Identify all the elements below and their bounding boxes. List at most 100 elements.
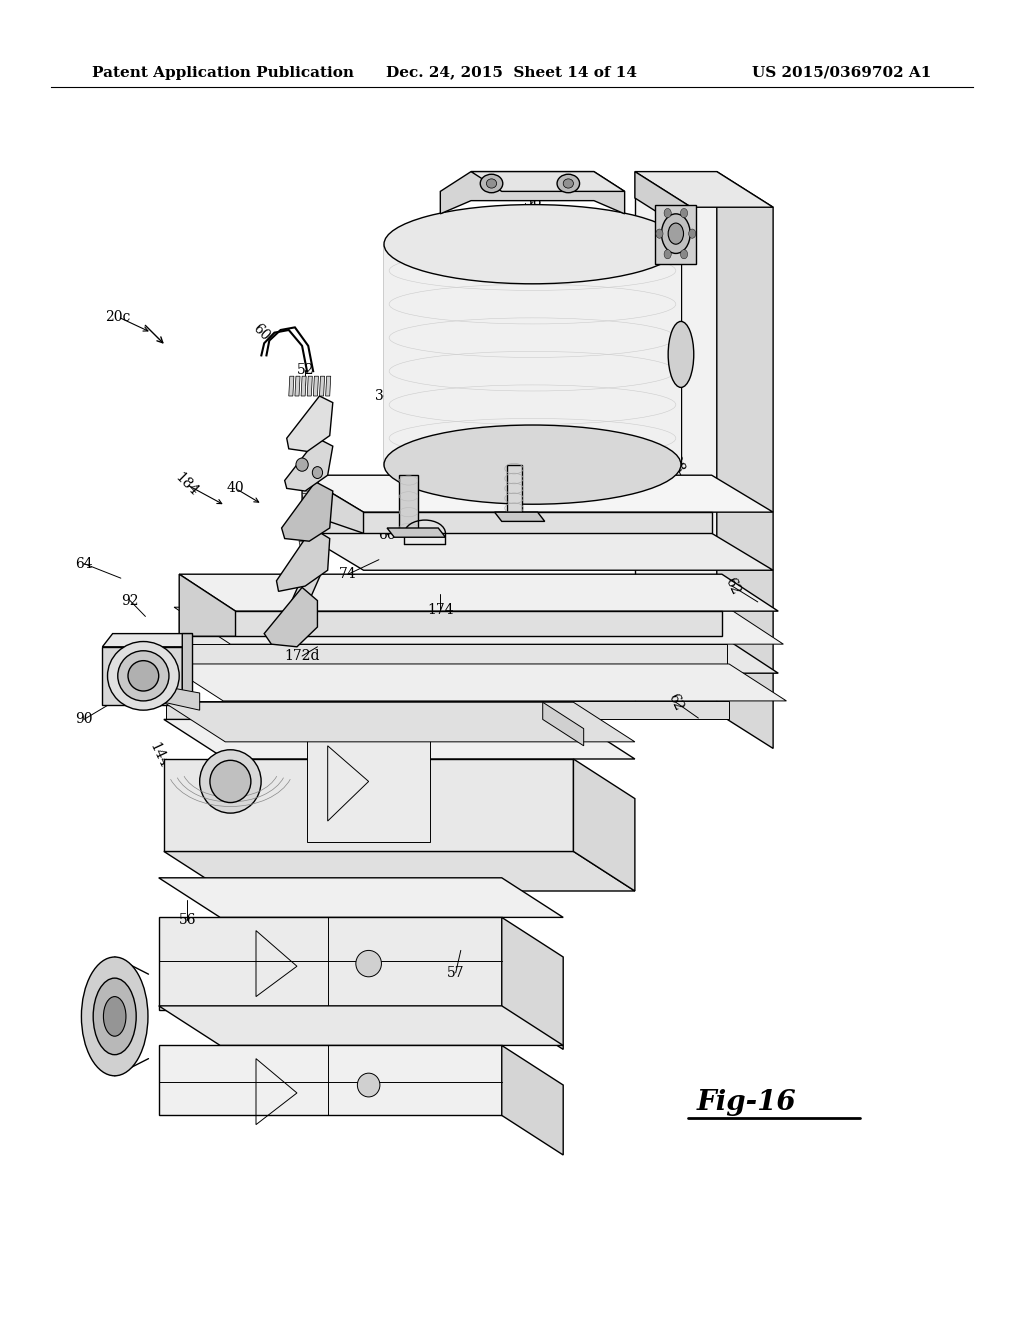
Polygon shape (179, 611, 722, 636)
Ellipse shape (210, 760, 251, 803)
Polygon shape (295, 376, 300, 396)
Polygon shape (302, 494, 319, 507)
Polygon shape (303, 478, 321, 491)
Ellipse shape (356, 950, 381, 977)
Polygon shape (302, 533, 773, 570)
Polygon shape (179, 574, 236, 636)
Text: Fig-16: Fig-16 (696, 1089, 796, 1115)
Polygon shape (164, 686, 200, 710)
Polygon shape (387, 528, 445, 537)
Polygon shape (264, 587, 317, 647)
Polygon shape (495, 512, 545, 521)
Ellipse shape (82, 957, 148, 1076)
Text: 90: 90 (75, 713, 93, 726)
Polygon shape (159, 878, 563, 917)
Polygon shape (384, 244, 681, 465)
Text: 172d: 172d (285, 649, 319, 663)
Text: 56: 56 (178, 913, 197, 927)
Polygon shape (307, 376, 312, 396)
Polygon shape (289, 376, 294, 396)
Polygon shape (507, 465, 522, 512)
Text: 146: 146 (177, 764, 202, 793)
Polygon shape (164, 719, 635, 759)
Polygon shape (302, 475, 364, 533)
Text: 184: 184 (172, 470, 201, 499)
Polygon shape (305, 446, 323, 459)
Polygon shape (502, 917, 563, 1049)
Polygon shape (174, 644, 727, 667)
Text: Patent Application Publication: Patent Application Publication (92, 66, 354, 79)
Ellipse shape (486, 180, 497, 187)
Polygon shape (502, 1045, 563, 1155)
Polygon shape (164, 759, 573, 851)
Text: 74: 74 (339, 568, 357, 581)
Polygon shape (543, 702, 584, 746)
Text: 62: 62 (666, 692, 686, 713)
Ellipse shape (93, 978, 136, 1055)
Polygon shape (166, 701, 729, 719)
Text: 146: 146 (538, 762, 562, 791)
Text: 20c: 20c (105, 310, 130, 323)
Polygon shape (159, 1045, 502, 1115)
Text: 174: 174 (427, 603, 454, 616)
Ellipse shape (689, 230, 696, 238)
Polygon shape (319, 376, 325, 396)
Polygon shape (159, 1006, 563, 1045)
Polygon shape (287, 396, 333, 451)
Ellipse shape (656, 230, 664, 238)
Text: 60: 60 (250, 322, 272, 343)
Text: US 2015/0369702 A1: US 2015/0369702 A1 (753, 66, 932, 79)
Polygon shape (179, 574, 778, 611)
Ellipse shape (665, 249, 672, 259)
Polygon shape (655, 205, 696, 264)
Ellipse shape (669, 223, 684, 244)
Polygon shape (164, 702, 635, 742)
Text: 52: 52 (296, 363, 314, 376)
Polygon shape (301, 510, 318, 523)
Polygon shape (299, 541, 316, 554)
Polygon shape (302, 475, 773, 512)
Polygon shape (102, 634, 193, 647)
Polygon shape (179, 636, 778, 673)
Polygon shape (635, 172, 773, 207)
Ellipse shape (563, 180, 573, 187)
Text: 92: 92 (121, 594, 139, 607)
Text: 62: 62 (722, 576, 742, 597)
Polygon shape (717, 172, 773, 748)
Polygon shape (174, 607, 783, 644)
Ellipse shape (118, 651, 169, 701)
Polygon shape (182, 634, 193, 705)
Polygon shape (635, 172, 691, 234)
Polygon shape (304, 462, 322, 475)
Text: 140: 140 (210, 799, 237, 812)
Polygon shape (301, 376, 306, 396)
Text: 64: 64 (75, 557, 93, 570)
Ellipse shape (669, 321, 694, 388)
Ellipse shape (681, 249, 688, 259)
Text: 36: 36 (523, 195, 542, 209)
Polygon shape (166, 664, 786, 701)
Ellipse shape (665, 209, 672, 218)
Text: 142: 142 (333, 812, 359, 825)
Ellipse shape (312, 466, 323, 479)
Ellipse shape (681, 209, 688, 218)
Polygon shape (102, 647, 182, 705)
Ellipse shape (200, 750, 261, 813)
Polygon shape (274, 570, 323, 640)
Text: 38: 38 (666, 454, 686, 475)
Polygon shape (300, 525, 317, 539)
Ellipse shape (357, 1073, 380, 1097)
Polygon shape (285, 438, 333, 491)
Polygon shape (164, 851, 635, 891)
Polygon shape (276, 528, 330, 591)
Ellipse shape (480, 174, 503, 193)
Text: Dec. 24, 2015  Sheet 14 of 14: Dec. 24, 2015 Sheet 14 of 14 (386, 66, 638, 79)
Polygon shape (282, 482, 333, 541)
Text: 40: 40 (226, 482, 245, 495)
Text: 138: 138 (493, 807, 517, 836)
Ellipse shape (557, 174, 580, 193)
Ellipse shape (384, 425, 681, 504)
Polygon shape (302, 512, 712, 533)
Polygon shape (471, 172, 625, 191)
Polygon shape (440, 172, 625, 214)
